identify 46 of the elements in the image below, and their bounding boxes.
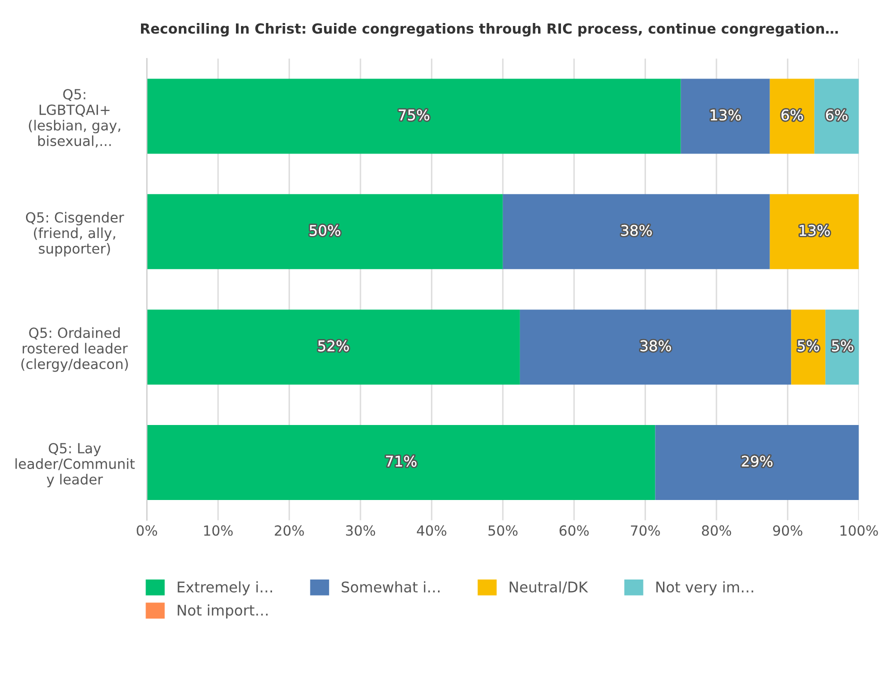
legend-label: Somewhat i…: [342, 581, 440, 593]
data-label: 6%: [782, 109, 803, 120]
y-tick-label: Q5: Lay leader/Communit y leader: [16, 442, 135, 488]
y-tick-label: Q5: LGBTQAI+ (lesbian, gay, bisexual,...: [28, 88, 120, 148]
bar: [791, 310, 826, 385]
legend-label: Extremely i…: [178, 581, 272, 596]
x-tick-label: 80%: [702, 525, 732, 536]
x-tick-label: 0%: [136, 525, 158, 536]
x-tick-label: 20%: [274, 525, 304, 536]
data-label: 5%: [832, 340, 854, 352]
bar: [655, 424, 859, 500]
y-tick-label: Q5: Cisgender (friend, ally, supporter): [26, 212, 124, 256]
bar: [814, 78, 859, 154]
data-label: 50%: [310, 224, 340, 236]
bar: [502, 194, 770, 270]
bar: [520, 310, 792, 385]
x-tick-label: 70%: [630, 525, 660, 536]
chart-title: Reconciling In Christ: Guide congregations through RIC process, continue congregation…: [141, 23, 838, 37]
data-label: 13%: [800, 224, 830, 236]
bar: [770, 78, 814, 154]
bar: [146, 310, 520, 385]
x-tick-label: 50%: [488, 525, 518, 536]
x-tick-label: 40%: [416, 525, 446, 536]
bar: [146, 424, 656, 500]
data-label: 38%: [640, 340, 671, 352]
data-label: 52%: [318, 340, 349, 352]
data-label: 6%: [826, 109, 848, 120]
x-tick-label: 60%: [560, 525, 589, 536]
data-label: 29%: [742, 456, 772, 467]
x-tick-label: 10%: [204, 525, 233, 536]
data-label: 13%: [710, 109, 741, 120]
y-tick-label: Q5: Ordained rostered leader (clergy/deacon): [21, 327, 128, 372]
legend-label: Not import…: [178, 604, 268, 619]
data-label: 5%: [798, 340, 820, 352]
x-tick-label: 30%: [346, 525, 376, 536]
legend-label: Neutral/DK: [510, 581, 588, 594]
data-label: 75%: [398, 109, 430, 120]
legend-label: Not very im…: [656, 581, 754, 596]
bar: [770, 194, 859, 270]
x-tick-label: 100%: [840, 525, 878, 536]
bar: [680, 78, 770, 154]
data-label: 71%: [386, 456, 416, 467]
bar: [146, 78, 681, 154]
bar: [146, 194, 503, 270]
data-label: 38%: [621, 224, 652, 236]
x-tick-label: 90%: [773, 525, 802, 536]
